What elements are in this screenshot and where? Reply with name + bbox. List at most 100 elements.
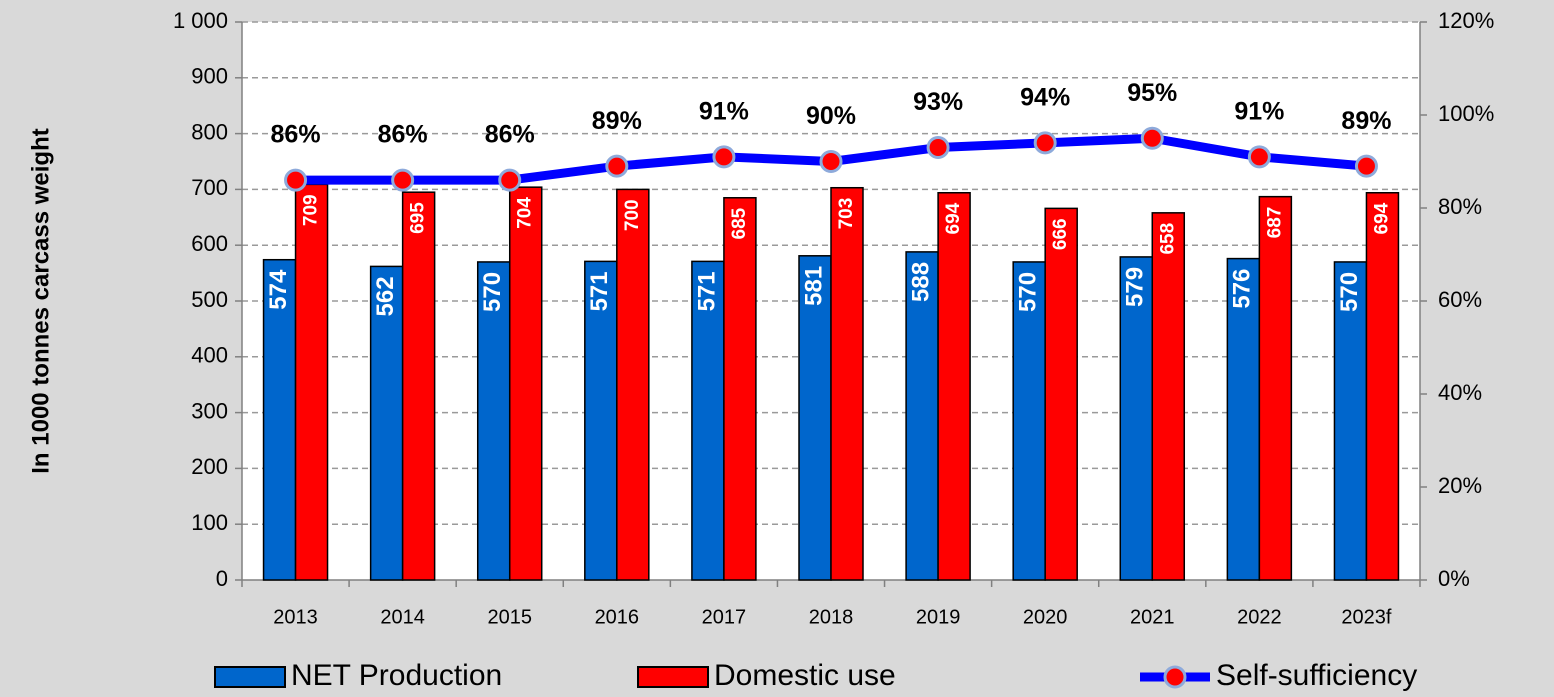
x-tick-label: 2016 — [595, 606, 640, 628]
bar — [401, 191, 436, 581]
bar-value-label: 694 — [1371, 202, 1392, 234]
line-marker — [498, 168, 522, 192]
bar — [1365, 191, 1400, 581]
bar-value-label: 695 — [408, 202, 429, 234]
x-tick-label: 2014 — [380, 606, 425, 628]
legend-swatch — [214, 666, 286, 688]
bar — [1226, 257, 1261, 581]
bar-value-label: 704 — [515, 197, 536, 229]
line-marker — [712, 145, 736, 169]
bar-value-label: 570 — [1336, 272, 1363, 312]
y2-tick-label: 120% — [1438, 8, 1494, 33]
bar — [1012, 261, 1046, 581]
x-tick-label: 2015 — [487, 606, 532, 628]
bar-value-label: 562 — [372, 276, 399, 316]
line-value-label: 94% — [1020, 84, 1070, 112]
bar — [508, 186, 543, 581]
bar — [723, 197, 757, 581]
x-tick-label: 2017 — [702, 606, 747, 628]
bar-value-label: 571 — [586, 271, 613, 311]
x-tick-label: 2021 — [1130, 606, 1175, 628]
x-tick-label: 2022 — [1237, 606, 1282, 628]
bar-value-label: 576 — [1229, 269, 1256, 309]
legend-swatch — [637, 666, 709, 688]
y2-tick-label: 60% — [1438, 287, 1482, 312]
line-value-label: 95% — [1127, 79, 1177, 107]
legend-label: Domestic use — [714, 659, 896, 692]
line-marker — [605, 154, 629, 178]
y-tick-label: 600 — [191, 231, 228, 256]
line-value-label: 90% — [806, 102, 856, 130]
bar-value-label: 666 — [1050, 218, 1071, 250]
line-value-label: 91% — [699, 97, 749, 125]
line-marker — [1354, 154, 1378, 178]
legend-label: Self-sufficiency — [1216, 659, 1417, 692]
bar — [937, 191, 971, 581]
bar-value-label: 703 — [836, 198, 857, 230]
line-marker — [819, 150, 843, 173]
line-value-label: 91% — [1234, 97, 1284, 125]
bar — [369, 265, 404, 581]
y-tick-label: 800 — [191, 119, 228, 144]
bar-value-label: 709 — [301, 194, 322, 226]
bar-value-label: 579 — [1122, 267, 1149, 307]
bar — [830, 186, 864, 581]
bar — [798, 255, 832, 581]
bar — [616, 188, 650, 581]
bar — [294, 183, 329, 581]
y2-tick-label: 20% — [1438, 473, 1482, 498]
x-tick-label: 2019 — [916, 606, 961, 628]
bar — [476, 261, 511, 581]
bar-value-label: 700 — [622, 199, 643, 231]
line-marker — [391, 168, 415, 192]
line-value-label: 93% — [913, 88, 963, 116]
line-value-label: 86% — [485, 121, 535, 149]
y-tick-label: 900 — [191, 64, 228, 89]
y-tick-label: 400 — [191, 343, 228, 368]
line-value-label: 86% — [271, 121, 321, 149]
y-tick-label: 200 — [191, 454, 228, 479]
bar-value-label: 574 — [265, 269, 292, 310]
y-tick-label: 1 000 — [173, 8, 228, 33]
bar-value-label: 685 — [729, 207, 750, 239]
y-tick-label: 0 — [216, 566, 228, 591]
bar-value-label: 694 — [943, 202, 964, 234]
legend-label: NET Production — [291, 659, 502, 692]
bar-value-label: 658 — [1157, 223, 1178, 255]
line-marker — [284, 168, 308, 192]
bar-value-label: 570 — [479, 272, 506, 312]
bar — [1333, 261, 1368, 581]
legend-marker — [1163, 665, 1187, 689]
y2-tick-label: 100% — [1438, 101, 1494, 126]
x-tick-label: 2023f — [1341, 606, 1391, 628]
bar — [1044, 207, 1078, 581]
bar-value-label: 581 — [800, 266, 827, 306]
line-value-label: 89% — [592, 107, 642, 135]
y2-tick-label: 0% — [1438, 566, 1470, 591]
bar-value-label: 588 — [907, 262, 934, 302]
bar-value-label: 570 — [1015, 272, 1042, 312]
line-value-label: 89% — [1341, 107, 1391, 135]
y2-tick-label: 40% — [1438, 380, 1482, 405]
bar-value-label: 571 — [693, 271, 720, 311]
bar — [1258, 195, 1293, 581]
line-marker — [1140, 126, 1164, 150]
bar — [584, 260, 618, 581]
y2-tick-label: 80% — [1438, 194, 1482, 219]
x-tick-label: 2020 — [1023, 606, 1068, 628]
y-tick-label: 700 — [191, 175, 228, 200]
y-tick-label: 500 — [191, 287, 228, 312]
bar-value-label: 687 — [1264, 207, 1285, 239]
bar — [1119, 256, 1154, 581]
x-tick-label: 2018 — [809, 606, 854, 628]
x-tick-label: 2013 — [273, 606, 318, 628]
line-marker — [1247, 145, 1271, 169]
bar — [1151, 212, 1186, 581]
y-tick-label: 300 — [191, 398, 228, 423]
line-value-label: 86% — [378, 121, 428, 149]
bar — [905, 251, 939, 581]
y-axis-title: In 1000 tonnes carcass weight — [27, 128, 54, 473]
line-marker — [926, 136, 950, 160]
